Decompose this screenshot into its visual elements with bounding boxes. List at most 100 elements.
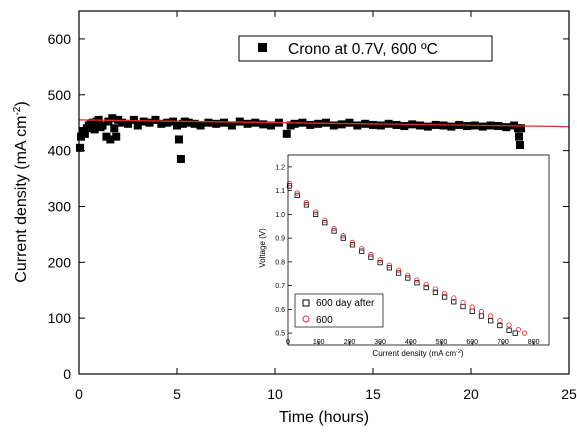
main-data-point <box>516 124 525 133</box>
main-plot-frame <box>78 10 570 375</box>
inset-legend-box <box>294 293 384 328</box>
main-data-point <box>204 118 213 127</box>
inset-data-point-600 <box>322 217 328 223</box>
main-data-point <box>290 119 299 128</box>
main-y-tick-label: 200 <box>48 254 72 270</box>
inset-data-point-day-after <box>405 275 411 281</box>
inset-data-point-day-after <box>340 235 346 241</box>
inset-series-layer <box>286 180 528 336</box>
inset-legend-label-day-after: 600 day after <box>316 298 375 309</box>
inset-data-point-day-after <box>359 248 365 254</box>
inset-data-point-day-after <box>313 211 319 217</box>
main-data-point <box>110 124 119 133</box>
inset-data-point-600 <box>460 299 466 306</box>
main-data-point <box>392 120 401 129</box>
main-x-tick-label: 0 <box>75 386 83 402</box>
inset-y-tick-label: 0.5 <box>275 331 285 338</box>
main-data-point <box>329 121 338 130</box>
main-data-point <box>259 120 268 129</box>
inset-data-point-day-after <box>395 270 402 276</box>
main-data-point <box>478 122 487 131</box>
main-x-tick-label: 10 <box>267 386 283 402</box>
main-data-point <box>447 122 456 131</box>
inset-data-point-day-after <box>294 192 300 198</box>
main-data-point <box>502 123 511 132</box>
inset-x-tick-label: 300 <box>374 339 386 346</box>
inset-y-tick-label: 0.8 <box>275 259 285 266</box>
main-legend-label: Crono at 0.7V, 600 ºC <box>288 41 438 58</box>
inset-x-tick-label: 400 <box>405 339 417 346</box>
main-data-point <box>337 120 346 129</box>
inset-data-point-600 <box>478 308 485 315</box>
inset-data-point-600 <box>313 209 319 215</box>
inset-data-point-day-after <box>331 228 337 234</box>
inset-legend-marker-600 <box>302 315 310 323</box>
inset-data-point-600 <box>303 199 310 206</box>
main-data-point <box>75 143 84 152</box>
main-series-layer <box>75 114 570 163</box>
main-data-point <box>163 118 172 127</box>
main-data-point <box>282 129 291 138</box>
inset-data-point-600 <box>386 262 392 268</box>
inset-data-point-day-after <box>441 294 448 300</box>
inset-legend-label-600: 600 <box>316 315 333 326</box>
inset-data-point-600 <box>286 180 293 187</box>
main-data-point <box>353 121 362 130</box>
inset-x-tick-label: 500 <box>436 339 448 346</box>
inset-data-point-day-after <box>432 289 438 295</box>
inset-data-point-600 <box>349 239 356 245</box>
inset-x-tick-label: 100 <box>313 339 325 346</box>
inset-data-point-600 <box>441 290 448 297</box>
main-data-point <box>345 118 354 127</box>
main-data-point <box>129 115 138 124</box>
inset-data-point-day-after <box>303 202 310 208</box>
main-x-tick-label: 20 <box>463 386 479 402</box>
main-data-point <box>118 118 127 127</box>
inset-plot-frame <box>287 154 550 346</box>
main-data-point <box>173 121 181 130</box>
main-data-point <box>98 121 107 130</box>
inset-data-point-600 <box>423 281 429 288</box>
main-data-point <box>400 122 409 131</box>
inset-y-tick-label: 0.6 <box>275 307 285 314</box>
inset-x-axis-label: Current density (mA cm-2) <box>372 349 463 358</box>
inset-data-point-600 <box>451 295 457 301</box>
main-data-point <box>133 121 142 130</box>
inset-data-point-600 <box>521 330 528 336</box>
main-data-point <box>369 120 377 129</box>
main-data-point <box>90 125 99 134</box>
main-data-point <box>80 129 89 138</box>
main-x-tick-label: 15 <box>365 386 381 402</box>
inset-y-tick-label: 1.1 <box>275 188 285 195</box>
main-y-tick-label: 100 <box>48 310 72 326</box>
main-y-axis-label-superscript: -2 <box>12 106 23 115</box>
inset-data-point-600 <box>331 226 337 232</box>
inset-data-point-600 <box>414 277 420 283</box>
inset-data-point-600 <box>405 272 411 278</box>
main-data-point <box>196 121 205 130</box>
main-x-axis-label: Time (hours) <box>279 409 369 426</box>
inset-data-point-600 <box>488 313 494 319</box>
main-data-point <box>106 135 115 144</box>
main-fit-line <box>78 119 570 128</box>
inset-x-tick-label: 0 <box>286 339 290 346</box>
inset-data-point-600 <box>377 257 383 263</box>
inset-y-axis-label: Voltage (V) <box>258 228 267 268</box>
main-data-point <box>220 118 229 127</box>
inset-x-axis-label-close: ) <box>461 349 464 358</box>
inset-data-point-600 <box>469 304 475 310</box>
main-data-point <box>176 154 185 163</box>
inset-x-tick-label: 200 <box>344 339 356 346</box>
inset-data-point-600 <box>340 233 346 239</box>
inset-legend: 600 day after 600 <box>294 293 384 328</box>
inset-y-tick-label: 1.2 <box>275 164 285 171</box>
inset-y-tick-label: 1.0 <box>275 212 285 219</box>
inset-chart: 0 100 200 300 400 500 600 700 800 0.50.60.70.80.… <box>258 154 550 358</box>
inset-data-point-day-after <box>286 183 293 189</box>
inset-data-point-day-after <box>512 330 518 336</box>
main-y-axis-label: Current density (mA cm-2) <box>12 101 30 282</box>
inset-x-tick-label: 800 <box>528 339 540 346</box>
main-data-point <box>306 120 315 129</box>
inset-data-point-600 <box>359 245 365 252</box>
